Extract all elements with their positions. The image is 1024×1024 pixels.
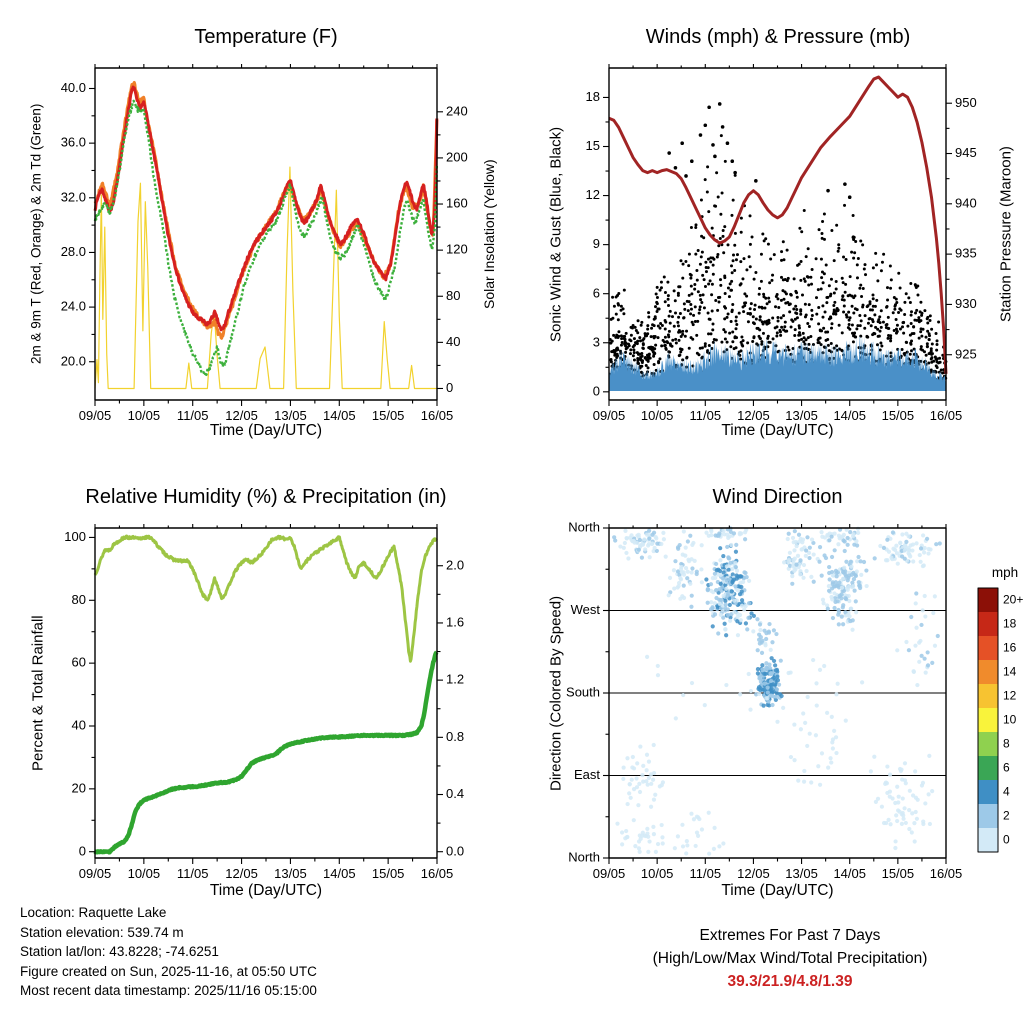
xaxis-label-temperature: Time (Day/UTC) (209, 422, 323, 439)
extremes-title: Extremes For Past 7 Days (699, 927, 881, 944)
extremes-subtitle: (High/Low/Max Wind/Total Precipitation) (652, 950, 928, 967)
chart-title-temperature: Temperature (F) (194, 26, 338, 48)
xaxis-label-winds: Time (Day/UTC) (721, 422, 834, 439)
chart-title-humidity-precip: Relative Humidity (%) & Precipitation (i… (85, 486, 447, 508)
xaxis-label-direction: Time (Day/UTC) (721, 882, 834, 899)
figure-created: Figure created on Sun, 2025-11-16, at 05… (20, 963, 317, 979)
colorbar-title: mph (991, 565, 1019, 580)
xaxis-label-humidity: Time (Day/UTC) (209, 882, 323, 899)
chart-title-wind-direction: Wind Direction (712, 486, 843, 508)
yaxis-label-direction-left: Direction (Colored By Speed) (547, 595, 565, 791)
yaxis-label-pressure-right: Station Pressure (Maroon) (997, 146, 1015, 322)
yaxis-label-rainfall-left: Percent & Total Rainfall (29, 615, 47, 771)
yaxis-label-wind-left: Sonic Wind & Gust (Blue, Black) (547, 126, 565, 342)
station-elevation: Station elevation: 539.74 m (20, 924, 184, 940)
extremes-values: 39.3/21.9/4.8/1.39 (727, 973, 853, 990)
yaxis-label-solar-right: Solar Insolation (Yellow) (481, 159, 497, 309)
extremes-block: Extremes For Past 7 Days (High/Low/Max W… (546, 924, 1024, 993)
station-latlon: Station lat/lon: 43.8228; -74.6251 (20, 944, 219, 959)
station-info: Location: Raquette Lake Station elevatio… (20, 903, 317, 1001)
yaxis-label-temperature-left: 2m & 9m T (Red, Orange) & 2m Td (Green) (28, 103, 44, 365)
recent-timestamp: Most recent data timestamp: 2025/11/16 0… (20, 983, 317, 998)
station-location: Location: Raquette Lake (20, 905, 167, 920)
chart-title-winds-pressure: Winds (mph) & Pressure (mb) (645, 26, 911, 48)
